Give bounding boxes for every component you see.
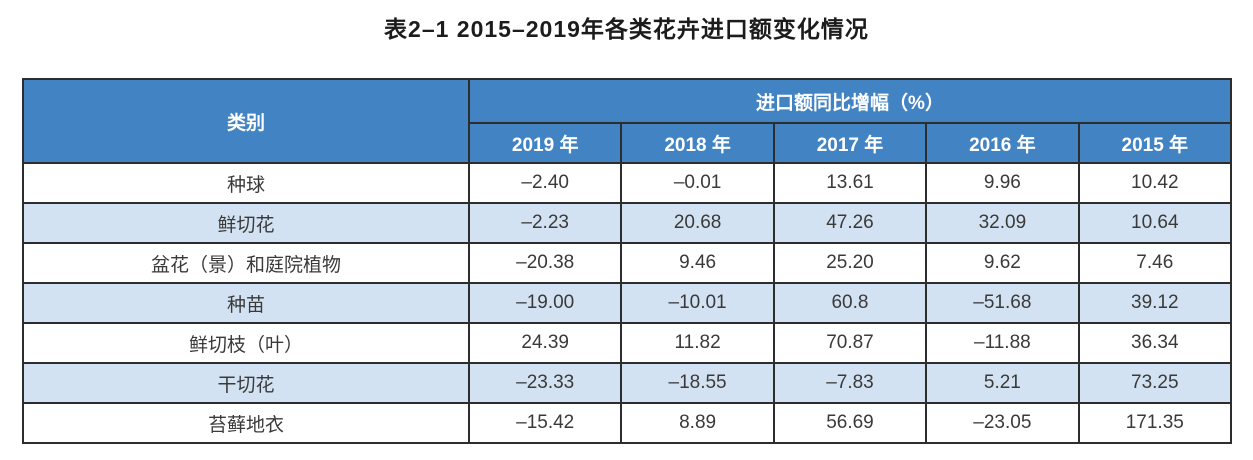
table-row-seed-bulbs: 种球 –2.40 –0.01 13.61 9.96 10.42 bbox=[22, 162, 1233, 204]
table-row-seedlings: 种苗 –19.00 –10.01 60.8 –51.68 39.12 bbox=[22, 282, 1233, 324]
value-cell: 32.09 bbox=[925, 202, 1080, 244]
col-header-2019: 2019 年 bbox=[467, 122, 623, 164]
category-cell: 干切花 bbox=[22, 362, 470, 404]
table-row-cut-branches: 鲜切枝（叶） 24.39 11.82 70.87 –11.88 36.34 bbox=[22, 322, 1233, 364]
value-cell: 25.20 bbox=[772, 242, 928, 284]
value-cell: –7.83 bbox=[772, 362, 928, 404]
value-cell: –18.55 bbox=[620, 362, 775, 404]
value-cell: 73.25 bbox=[1077, 362, 1233, 404]
table-row-moss-lichen: 苔藓地衣 –15.42 8.89 56.69 –23.05 171.35 bbox=[22, 402, 1233, 444]
value-cell: 9.62 bbox=[925, 242, 1080, 284]
col-header-yoy-growth: 进口额同比增幅（%） bbox=[468, 78, 1232, 124]
value-cell: 7.46 bbox=[1077, 242, 1233, 284]
value-cell: 60.8 bbox=[772, 282, 928, 324]
category-cell: 鲜切花 bbox=[22, 202, 470, 244]
category-cell: 苔藓地衣 bbox=[22, 402, 470, 444]
value-cell: –15.42 bbox=[467, 402, 623, 444]
value-cell: 11.82 bbox=[620, 322, 775, 364]
col-header-2015: 2015 年 bbox=[1077, 122, 1233, 164]
value-cell: 13.61 bbox=[772, 162, 928, 204]
value-cell: –2.40 bbox=[467, 162, 623, 204]
table-row-cut-flowers: 鲜切花 –2.23 20.68 47.26 32.09 10.64 bbox=[22, 202, 1233, 244]
value-cell: 39.12 bbox=[1077, 282, 1233, 324]
value-cell: –10.01 bbox=[620, 282, 775, 324]
value-cell: –51.68 bbox=[925, 282, 1080, 324]
category-cell: 种苗 bbox=[22, 282, 470, 324]
category-cell: 盆花（景）和庭院植物 bbox=[22, 242, 470, 284]
value-cell: 171.35 bbox=[1077, 402, 1233, 444]
table-caption: 表2–1 2015–2019年各类花卉进口额变化情况 bbox=[384, 16, 869, 42]
value-cell: –2.23 bbox=[467, 202, 623, 244]
category-cell: 鲜切枝（叶） bbox=[22, 322, 470, 364]
flower-import-table: 类别 进口额同比增幅（%） 2019 年 2018 年 2017 年 2016 … bbox=[22, 78, 1233, 444]
value-cell: 36.34 bbox=[1077, 322, 1233, 364]
table-row-potted-plants: 盆花（景）和庭院植物 –20.38 9.46 25.20 9.62 7.46 bbox=[22, 242, 1233, 284]
value-cell: 9.96 bbox=[925, 162, 1080, 204]
col-header-category: 类别 bbox=[22, 78, 470, 164]
value-cell: 70.87 bbox=[772, 322, 928, 364]
category-cell: 种球 bbox=[22, 162, 470, 204]
header-row-group: 类别 进口额同比增幅（%） bbox=[22, 78, 1232, 164]
value-cell: 9.46 bbox=[620, 242, 775, 284]
value-cell: –23.33 bbox=[467, 362, 623, 404]
value-cell: –11.88 bbox=[925, 322, 1080, 364]
col-header-2017: 2017 年 bbox=[772, 122, 928, 164]
table-row-dried-flowers: 干切花 –23.33 –18.55 –7.83 5.21 73.25 bbox=[22, 362, 1233, 404]
value-cell: 20.68 bbox=[620, 202, 775, 244]
value-cell: –19.00 bbox=[467, 282, 623, 324]
value-cell: –20.38 bbox=[467, 242, 623, 284]
value-cell: 24.39 bbox=[467, 322, 623, 364]
col-header-2018: 2018 年 bbox=[620, 122, 775, 164]
value-cell: 5.21 bbox=[925, 362, 1080, 404]
value-cell: 8.89 bbox=[620, 402, 775, 444]
value-cell: 10.64 bbox=[1077, 202, 1233, 244]
header-row-years: 2019 年 2018 年 2017 年 2016 年 2015 年 bbox=[23, 122, 1233, 164]
value-cell: 56.69 bbox=[772, 402, 928, 444]
value-cell: –23.05 bbox=[925, 402, 1080, 444]
value-cell: –0.01 bbox=[620, 162, 775, 204]
value-cell: 10.42 bbox=[1077, 162, 1233, 204]
col-header-2016: 2016 年 bbox=[925, 122, 1080, 164]
value-cell: 47.26 bbox=[772, 202, 928, 244]
